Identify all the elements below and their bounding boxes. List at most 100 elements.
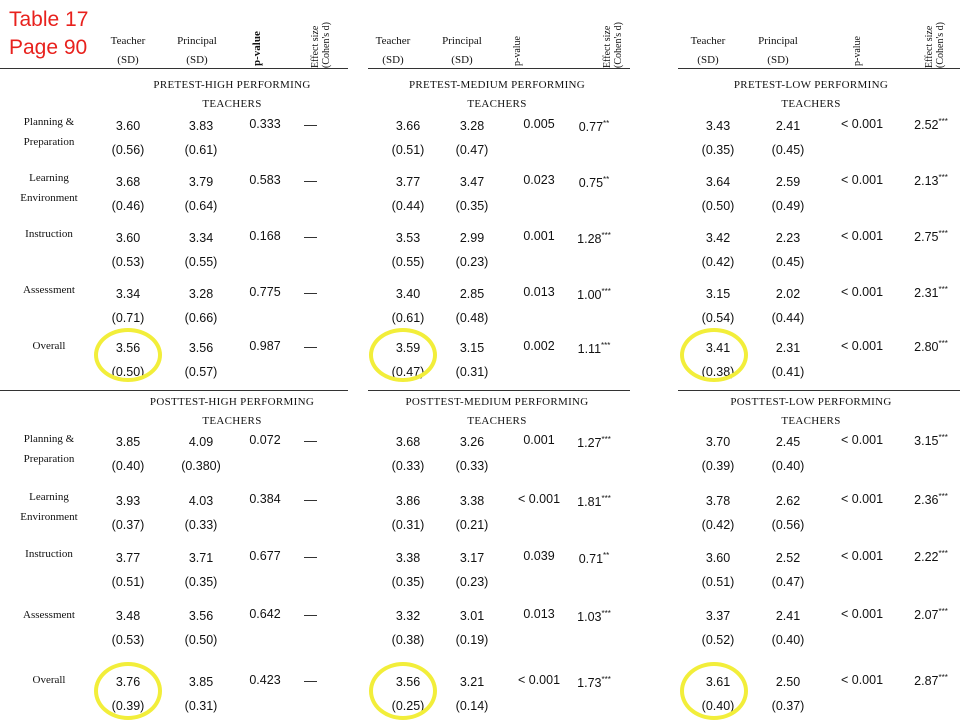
effect-value: 2.52 (914, 118, 939, 132)
effect-value: 1.03 (577, 610, 602, 624)
title-line-2: Page 90 (9, 36, 88, 59)
teacher-sd: (0.50) (701, 199, 735, 213)
teacher-sd: (0.61) (391, 311, 425, 325)
principal-mean: 3.56 (188, 609, 214, 623)
effect-value: 3.15 (914, 434, 939, 448)
section-title-line1: PRETEST-MEDIUM PERFORMING (408, 79, 586, 91)
p-value: 0.005 (523, 117, 555, 131)
effect-size: 2.36*** (903, 490, 959, 510)
row-label: Overall (0, 670, 98, 690)
header-principal-label: Principal (758, 35, 798, 47)
effect-size: 1.81*** (566, 492, 622, 512)
teacher-sd: (0.42) (701, 518, 735, 532)
significance-stars: *** (938, 173, 948, 182)
principal-mean: 3.21 (459, 675, 485, 689)
principal-mean: 3.38 (459, 494, 485, 508)
significance-stars: *** (938, 433, 948, 442)
header-pvalue: p-value (251, 31, 263, 66)
effect-dash: — (304, 549, 317, 564)
header-effect-line1: Effect size (924, 25, 935, 68)
teacher-sd: (0.42) (701, 255, 735, 269)
section-title: POSTTEST-HIGH PERFORMING TEACHERS (108, 393, 356, 431)
header-effect-line2: (Cohen's d) (613, 22, 624, 68)
section-title-line2: TEACHERS (467, 415, 527, 427)
principal-sd: (0.50) (184, 633, 218, 647)
effect-value: 1.28 (577, 232, 602, 246)
principal-mean: 3.85 (188, 675, 214, 689)
teacher-mean: 3.53 (395, 231, 421, 245)
teacher-mean: 3.86 (395, 494, 421, 508)
teacher-sd: (0.33) (391, 459, 425, 473)
effect-size: 1.73*** (566, 673, 622, 693)
principal-mean: 4.09 (188, 435, 214, 449)
row-label-line: Overall (32, 340, 66, 352)
row-label-line: Learning (29, 491, 69, 503)
rule-line (678, 68, 960, 69)
principal-sd: (0.64) (184, 199, 218, 213)
p-value: < 0.001 (840, 607, 884, 621)
principal-mean: 3.28 (188, 287, 214, 301)
p-value: 0.013 (523, 285, 555, 299)
row-label-line: Preparation (23, 136, 75, 148)
effect-size: 1.00*** (566, 285, 622, 305)
row-label-line: Environment (20, 192, 78, 204)
p-value: < 0.001 (517, 492, 561, 506)
header-principal: Principal (SD) (432, 32, 492, 70)
section-title-line2: TEACHERS (467, 98, 527, 110)
teacher-mean: 3.77 (395, 175, 421, 189)
highlight-circle (369, 662, 437, 720)
p-value: 0.168 (249, 229, 281, 243)
teacher-sd: (0.38) (391, 633, 425, 647)
significance-stars: *** (601, 287, 611, 296)
header-principal: Principal (SD) (167, 32, 227, 70)
principal-sd: (0.31) (184, 699, 218, 713)
teacher-mean: 3.43 (705, 119, 731, 133)
header-principal-sd: (SD) (767, 54, 789, 66)
significance-stars: *** (601, 494, 611, 503)
principal-sd: (0.14) (455, 699, 489, 713)
principal-mean: 2.41 (775, 609, 801, 623)
principal-mean: 3.83 (188, 119, 214, 133)
rule-line (678, 390, 960, 391)
row-label-line: Instruction (25, 228, 73, 240)
row-label-line: Assessment (23, 284, 75, 296)
principal-sd: (0.19) (455, 633, 489, 647)
row-label-line: Learning (29, 172, 69, 184)
effect-value: 0.77 (578, 120, 604, 134)
header-principal-label: Principal (177, 35, 217, 47)
row-label: Learning Environment (0, 487, 98, 527)
p-value: < 0.001 (840, 285, 884, 299)
significance-stars: *** (938, 229, 948, 238)
highlight-circle (680, 328, 748, 382)
teacher-mean: 3.68 (395, 435, 421, 449)
teacher-sd: (0.44) (391, 199, 425, 213)
effect-size: 1.28*** (566, 229, 622, 249)
principal-mean: 2.99 (459, 231, 485, 245)
principal-mean: 2.52 (775, 551, 801, 565)
row-label: Learning Environment (0, 168, 98, 208)
effect-value: 2.31 (914, 286, 939, 300)
effect-size: 2.80*** (903, 337, 959, 357)
p-value: < 0.001 (840, 339, 884, 353)
principal-sd: (0.41) (771, 365, 805, 379)
row-label-line: Environment (20, 511, 78, 523)
teacher-mean: 3.48 (115, 609, 141, 623)
teacher-mean: 3.42 (705, 231, 731, 245)
principal-sd: (0.47) (771, 575, 805, 589)
effect-value: 1.81 (577, 495, 602, 509)
significance-stars: *** (601, 341, 611, 350)
section-title-line2: TEACHERS (202, 415, 262, 427)
effect-value: 1.00 (577, 288, 602, 302)
principal-mean: 2.41 (775, 119, 801, 133)
effect-size: 1.11*** (566, 339, 622, 359)
principal-mean: 3.26 (459, 435, 485, 449)
row-label: Instruction (0, 544, 98, 564)
significance-stars: *** (938, 339, 948, 348)
row-label-line: Overall (32, 674, 66, 686)
principal-sd: (0.45) (771, 255, 805, 269)
principal-mean: 2.31 (775, 341, 801, 355)
row-label: Assessment (0, 605, 98, 625)
significance-stars: ** (603, 175, 610, 184)
effect-size: 2.07*** (903, 605, 959, 625)
rule-line (0, 68, 348, 69)
